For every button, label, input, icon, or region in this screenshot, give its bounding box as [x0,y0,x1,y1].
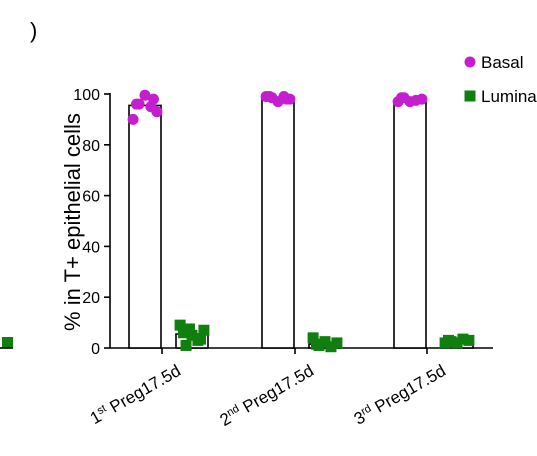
bar-basal [393,99,427,349]
legend-marker-lumina [464,90,476,102]
data-points [127,89,475,353]
point-basal [127,113,139,125]
point-lumina [331,337,343,349]
cropped-green-marker [2,337,13,348]
point-lumina [198,324,210,336]
point-lumina [307,332,319,344]
point-basal [139,89,151,101]
bar-basal [128,104,162,349]
legend-label-basal: Basal [481,53,524,72]
point-lumina [174,319,186,331]
y-tick-label: 0 [91,341,100,358]
y-tick-label: 100 [73,87,100,104]
point-basal [148,93,159,105]
point-lumina [325,341,337,353]
point-lumina [443,334,454,346]
point-basal [281,93,292,105]
point-lumina [186,329,198,341]
y-axis: 0 20 40 60 80 100 [73,87,111,358]
point-lumina [178,327,189,339]
point-lumina [451,337,463,349]
x-tick-label: 1st Preg17.5d [87,361,184,428]
point-basal [131,98,142,110]
point-basal [396,92,407,104]
point-basal [272,96,284,108]
point-lumina [180,339,192,351]
point-lumina [463,334,475,346]
panel-label: ) [30,18,37,43]
y-tick-label: 20 [82,290,100,307]
point-lumina [457,333,469,345]
y-axis-title: % in T+ epithelial cells [60,113,85,331]
legend-label-lumina: Lumina [481,87,537,106]
point-basal [404,96,416,108]
x-tick-label: 3rd Preg17.5d [351,361,449,429]
point-lumina [319,336,331,348]
y-tick-label: 60 [82,189,100,206]
point-basal [264,91,275,103]
point-lumina [195,333,206,345]
bar-basal [261,97,295,349]
x-tick-label: 2nd Preg17.5d [217,361,317,430]
legend-marker-basal [464,56,476,68]
point-lumina [183,323,195,335]
x-axis: 1st Preg17.5d 2nd Preg17.5d 3rd Preg17.5d [87,347,493,430]
y-tick-label: 80 [82,138,100,155]
bars [128,97,474,349]
point-lumina [311,338,322,350]
y-tick-label: 40 [82,239,100,256]
cropped-neighbor-panel [0,337,13,349]
legend: Basal Lumina [464,53,537,106]
